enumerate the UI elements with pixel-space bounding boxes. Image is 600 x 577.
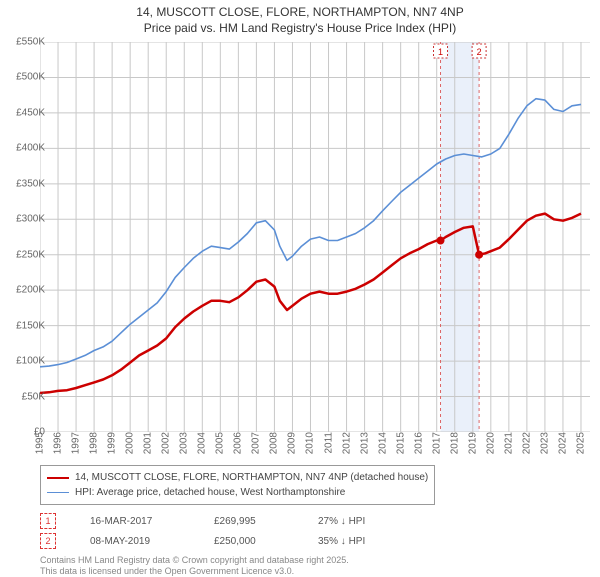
x-tick-label: 2019 bbox=[467, 432, 478, 454]
y-tick-label: £400K bbox=[16, 143, 45, 154]
x-tick-label: 2013 bbox=[359, 432, 370, 454]
x-tick-label: 2022 bbox=[521, 432, 532, 454]
x-tick-label: 2020 bbox=[485, 432, 496, 454]
x-tick-label: 2004 bbox=[197, 432, 208, 454]
x-tick-label: 2015 bbox=[395, 432, 406, 454]
svg-text:1: 1 bbox=[438, 47, 443, 57]
legend: 14, MUSCOTT CLOSE, FLORE, NORTHAMPTON, N… bbox=[40, 465, 435, 505]
x-tick-label: 2023 bbox=[539, 432, 550, 454]
y-tick-label: £300K bbox=[16, 214, 45, 225]
x-tick-label: 2008 bbox=[269, 432, 280, 454]
plot-area: 12 bbox=[40, 42, 590, 432]
y-tick-label: £200K bbox=[16, 285, 45, 296]
x-tick-label: 2014 bbox=[377, 432, 388, 454]
x-tick-label: 2007 bbox=[251, 432, 262, 454]
x-tick-label: 2009 bbox=[287, 432, 298, 454]
x-tick-label: 2000 bbox=[125, 432, 136, 454]
x-tick-label: 2025 bbox=[575, 432, 586, 454]
price-chart-container: 14, MUSCOTT CLOSE, FLORE, NORTHAMPTON, N… bbox=[0, 0, 600, 560]
x-tick-label: 1998 bbox=[89, 432, 100, 454]
transaction-table: 1 16-MAR-2017 £269,995 27% ↓ HPI 2 08-MAY-201… bbox=[40, 513, 590, 549]
legend-swatch bbox=[47, 477, 69, 479]
x-tick-label: 2010 bbox=[305, 432, 316, 454]
transaction-delta: 35% ↓ HPI bbox=[318, 536, 365, 547]
title-address: 14, MUSCOTT CLOSE, FLORE, NORTHAMPTON, N… bbox=[0, 4, 600, 20]
y-tick-label: £50K bbox=[22, 391, 45, 402]
x-tick-label: 1996 bbox=[53, 432, 64, 454]
x-tick-label: 2017 bbox=[431, 432, 442, 454]
transaction-row: 1 16-MAR-2017 £269,995 27% ↓ HPI bbox=[40, 513, 590, 529]
legend-label: HPI: Average price, detached house, West… bbox=[75, 485, 345, 500]
transaction-marker: 2 bbox=[40, 533, 56, 549]
y-tick-label: £450K bbox=[16, 107, 45, 118]
y-tick-label: £100K bbox=[16, 356, 45, 367]
transaction-delta: 27% ↓ HPI bbox=[318, 516, 365, 527]
y-tick-label: £500K bbox=[16, 72, 45, 83]
license-line2: This data is licensed under the Open Gov… bbox=[40, 566, 590, 577]
x-tick-label: 2003 bbox=[179, 432, 190, 454]
chart-title: 14, MUSCOTT CLOSE, FLORE, NORTHAMPTON, N… bbox=[0, 0, 600, 36]
x-tick-label: 1995 bbox=[35, 432, 46, 454]
x-tick-label: 2024 bbox=[557, 432, 568, 454]
x-tick-label: 2021 bbox=[503, 432, 514, 454]
x-tick-label: 2011 bbox=[323, 432, 334, 454]
x-tick-label: 2006 bbox=[233, 432, 244, 454]
x-tick-label: 2018 bbox=[449, 432, 460, 454]
transaction-price: £269,995 bbox=[214, 516, 284, 527]
transaction-price: £250,000 bbox=[214, 536, 284, 547]
y-tick-label: £550K bbox=[16, 37, 45, 48]
x-tick-label: 2005 bbox=[215, 432, 226, 454]
chart-svg: 12 bbox=[40, 42, 590, 432]
y-tick-label: £250K bbox=[16, 249, 45, 260]
license-text: Contains HM Land Registry data © Crown c… bbox=[40, 555, 590, 577]
x-tick-label: 2012 bbox=[341, 432, 352, 454]
x-tick-label: 1997 bbox=[71, 432, 82, 454]
svg-text:2: 2 bbox=[477, 47, 482, 57]
legend-swatch bbox=[47, 492, 69, 493]
legend-item: HPI: Average price, detached house, West… bbox=[47, 485, 428, 500]
title-subtitle: Price paid vs. HM Land Registry's House … bbox=[0, 20, 600, 36]
x-tick-label: 2016 bbox=[413, 432, 424, 454]
transaction-date: 08-MAY-2019 bbox=[90, 536, 180, 547]
x-tick-label: 2001 bbox=[143, 432, 154, 454]
license-line1: Contains HM Land Registry data © Crown c… bbox=[40, 555, 590, 566]
y-tick-label: £150K bbox=[16, 320, 45, 331]
transaction-date: 16-MAR-2017 bbox=[90, 516, 180, 527]
legend-item: 14, MUSCOTT CLOSE, FLORE, NORTHAMPTON, N… bbox=[47, 470, 428, 485]
transaction-marker: 1 bbox=[40, 513, 56, 529]
x-tick-label: 1999 bbox=[107, 432, 118, 454]
y-tick-label: £350K bbox=[16, 178, 45, 189]
transaction-row: 2 08-MAY-2019 £250,000 35% ↓ HPI bbox=[40, 533, 590, 549]
x-tick-label: 2002 bbox=[161, 432, 172, 454]
legend-label: 14, MUSCOTT CLOSE, FLORE, NORTHAMPTON, N… bbox=[75, 470, 428, 485]
